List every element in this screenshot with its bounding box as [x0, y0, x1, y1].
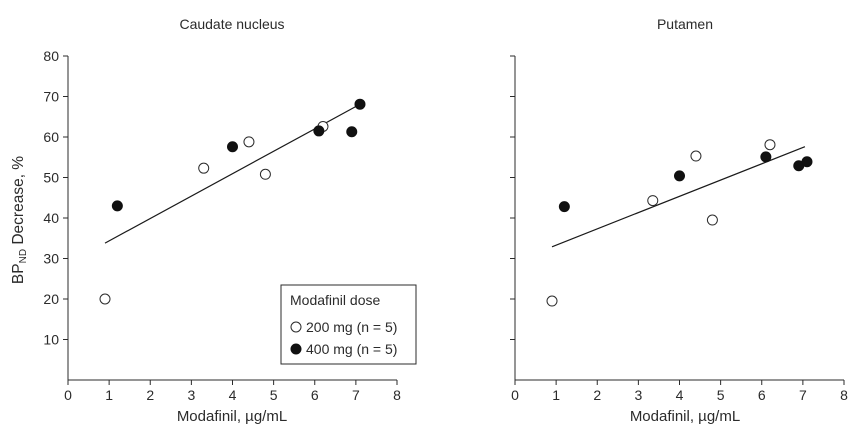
- filled-circle-point-putamen: [558, 201, 570, 213]
- caudate-nucleus-panel: Caudate nucleus 0 1 2 3 4 5 6 7 8 10 20 30 40 50 60 70 8…: [10, 16, 417, 425]
- open-circle-point-caudate: [243, 136, 255, 148]
- legend-entry-400mg: 400 mg (n = 5): [306, 341, 397, 357]
- chart-title-caudate: Caudate nucleus: [179, 16, 284, 32]
- x-axis-label-putamen: Modafinil, µg/mL: [630, 408, 740, 425]
- x-tick-label-putamen: 0: [511, 387, 519, 403]
- y-tick-label: 30: [43, 251, 59, 267]
- axes-caudate: 0 1 2 3 4 5 6 7 8 10 20 30 40 50 60 70 80: [43, 48, 401, 403]
- x-tick-label-caudate: 8: [393, 387, 401, 403]
- filled-circle-point-caudate: [313, 125, 325, 137]
- y-axis-label-main: BP: [10, 263, 27, 284]
- y-tick-label: 80: [43, 48, 59, 64]
- open-circle-point-caudate: [198, 162, 210, 174]
- legend-title: Modafinil dose: [290, 292, 380, 308]
- filled-circle-point-putamen: [760, 151, 772, 163]
- open-circle-point-putamen: [706, 214, 718, 226]
- filled-circle-point-caudate: [354, 98, 366, 110]
- legend-filled-circle-marker: [290, 343, 302, 355]
- legend-open-circle-marker: [290, 321, 302, 333]
- x-tick-label-putamen: 7: [799, 387, 807, 403]
- putamen-panel: Putamen 0 1 2 3 4 5 6 7 8 Modafinil, µg/mL: [510, 16, 848, 425]
- legend-box: [280, 284, 417, 365]
- y-tick-label: 10: [43, 332, 59, 348]
- marks-caudate: [99, 98, 366, 305]
- y-tick-label: 60: [43, 129, 59, 145]
- x-tick-label-caudate: 5: [270, 387, 278, 403]
- axes-putamen: 0 1 2 3 4 5 6 7 8: [510, 55, 848, 403]
- filled-circle-point-putamen: [801, 156, 813, 168]
- x-tick-label-caudate: 4: [229, 387, 237, 403]
- chart-title-putamen: Putamen: [657, 16, 713, 32]
- open-circle-point-putamen: [690, 150, 702, 162]
- filled-circle-point-caudate: [227, 141, 238, 153]
- legend-entry-200mg: 200 mg (n = 5): [306, 319, 397, 335]
- open-circle-point-putamen: [546, 295, 558, 307]
- filled-circle-point-caudate: [346, 126, 358, 138]
- open-circle-point-caudate: [99, 293, 111, 305]
- y-axis-label: BPND Decrease, %: [10, 156, 29, 284]
- filled-circle-point-caudate: [111, 200, 123, 212]
- x-tick-label-caudate: 7: [352, 387, 360, 403]
- filled-circle-point-putamen: [674, 170, 685, 182]
- x-tick-label-putamen: 3: [634, 387, 642, 403]
- x-tick-label-putamen: 8: [840, 387, 848, 403]
- x-tick-label-putamen: 4: [676, 387, 684, 403]
- x-tick-label-putamen: 6: [758, 387, 766, 403]
- y-tick-label: 20: [43, 291, 59, 307]
- y-tick-label: 40: [43, 210, 59, 226]
- x-tick-label-putamen: 5: [717, 387, 725, 403]
- y-axis-label-rest: Decrease, %: [10, 156, 27, 249]
- y-tick-label: 70: [43, 89, 59, 105]
- x-tick-label-caudate: 6: [311, 387, 319, 403]
- x-tick-label-putamen: 2: [593, 387, 601, 403]
- marks-putamen: [546, 139, 813, 307]
- open-circle-point-putamen: [647, 195, 659, 207]
- y-axis-label-subscript: ND: [18, 249, 29, 263]
- legend: Modafinil dose 200 mg (n = 5) 400 mg (n …: [280, 284, 417, 365]
- open-circle-point-caudate: [259, 168, 271, 180]
- y-tick-label: 50: [43, 170, 59, 186]
- x-tick-label-caudate: 0: [64, 387, 72, 403]
- regression-line-putamen: [551, 146, 806, 248]
- x-axis-label-caudate: Modafinil, µg/mL: [177, 408, 287, 425]
- x-tick-label-caudate: 3: [187, 387, 195, 403]
- x-tick-label-putamen: 1: [552, 387, 560, 403]
- open-circle-point-putamen: [764, 139, 776, 151]
- x-tick-label-caudate: 1: [105, 387, 113, 403]
- x-tick-label-caudate: 2: [146, 387, 154, 403]
